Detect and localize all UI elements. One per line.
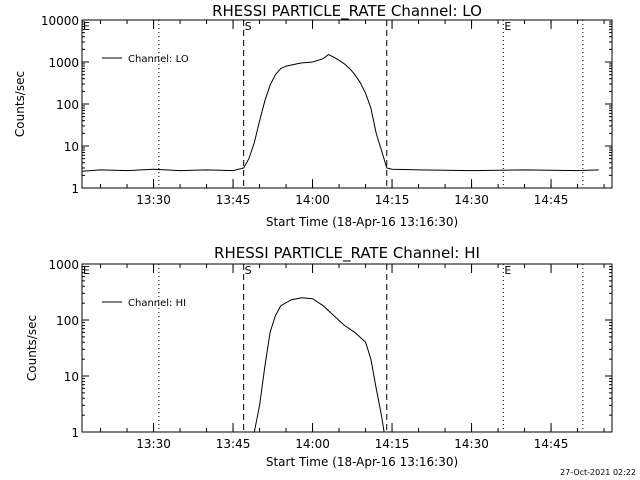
x-tick-label: 14:00 bbox=[295, 437, 330, 451]
marker-label: E bbox=[83, 264, 90, 277]
x-tick-label: 13:30 bbox=[136, 437, 171, 451]
legend-label: Channel: LO bbox=[128, 54, 189, 65]
x-tick-label: 14:45 bbox=[534, 437, 569, 451]
series-line bbox=[253, 297, 385, 433]
y-tick-label: 100 bbox=[56, 98, 79, 112]
y-tick-label: 10000 bbox=[41, 14, 79, 28]
y-axis-label: Counts/sec bbox=[25, 315, 39, 381]
marker-label: E bbox=[83, 20, 90, 33]
x-tick-label: 13:30 bbox=[136, 193, 171, 207]
x-tick-label: 14:30 bbox=[454, 193, 489, 207]
x-tick-label: 13:45 bbox=[216, 193, 251, 207]
y-tick-label: 1000 bbox=[48, 258, 79, 272]
panel-lo: RHESSI PARTICLE_RATE Channel: LO 1 10 100 10… bbox=[13, 2, 613, 229]
marker-label: E bbox=[504, 20, 511, 33]
chart-title: RHESSI PARTICLE_RATE Channel: HI bbox=[214, 244, 480, 263]
marker-label: S bbox=[245, 264, 252, 277]
x-tick-label: 14:15 bbox=[375, 193, 410, 207]
y-tick-label: 10 bbox=[64, 370, 79, 384]
x-tick-label: 14:15 bbox=[375, 437, 410, 451]
marker-label: S bbox=[245, 20, 252, 33]
x-tick-label: 14:30 bbox=[454, 437, 489, 451]
plot-frame bbox=[81, 19, 613, 189]
y-tick-label: 10 bbox=[64, 140, 79, 154]
x-axis-label: Start Time (18-Apr-16 13:16:30) bbox=[266, 215, 458, 229]
y-tick-label: 1 bbox=[71, 182, 79, 196]
y-tick-label: 1000 bbox=[48, 56, 79, 70]
x-tick-label: 13:45 bbox=[216, 437, 251, 451]
series-line bbox=[81, 54, 599, 172]
x-axis-label: Start Time (18-Apr-16 13:16:30) bbox=[266, 455, 458, 469]
marker-label: E bbox=[504, 264, 511, 277]
x-tick-label: 14:45 bbox=[534, 193, 569, 207]
y-tick-label: 100 bbox=[56, 314, 79, 328]
timestamp: 27-Oct-2021 02:22 bbox=[560, 468, 636, 477]
y-tick-label: 1 bbox=[71, 426, 79, 440]
x-tick-label: 14:00 bbox=[295, 193, 330, 207]
plot-frame bbox=[81, 263, 613, 433]
chart-title: RHESSI PARTICLE_RATE Channel: LO bbox=[212, 2, 482, 21]
y-axis-label: Counts/sec bbox=[13, 71, 27, 137]
legend-label: Channel: HI bbox=[128, 298, 186, 309]
panel-hi: RHESSI PARTICLE_RATE Channel: HI 1 10 100 10… bbox=[25, 244, 613, 469]
